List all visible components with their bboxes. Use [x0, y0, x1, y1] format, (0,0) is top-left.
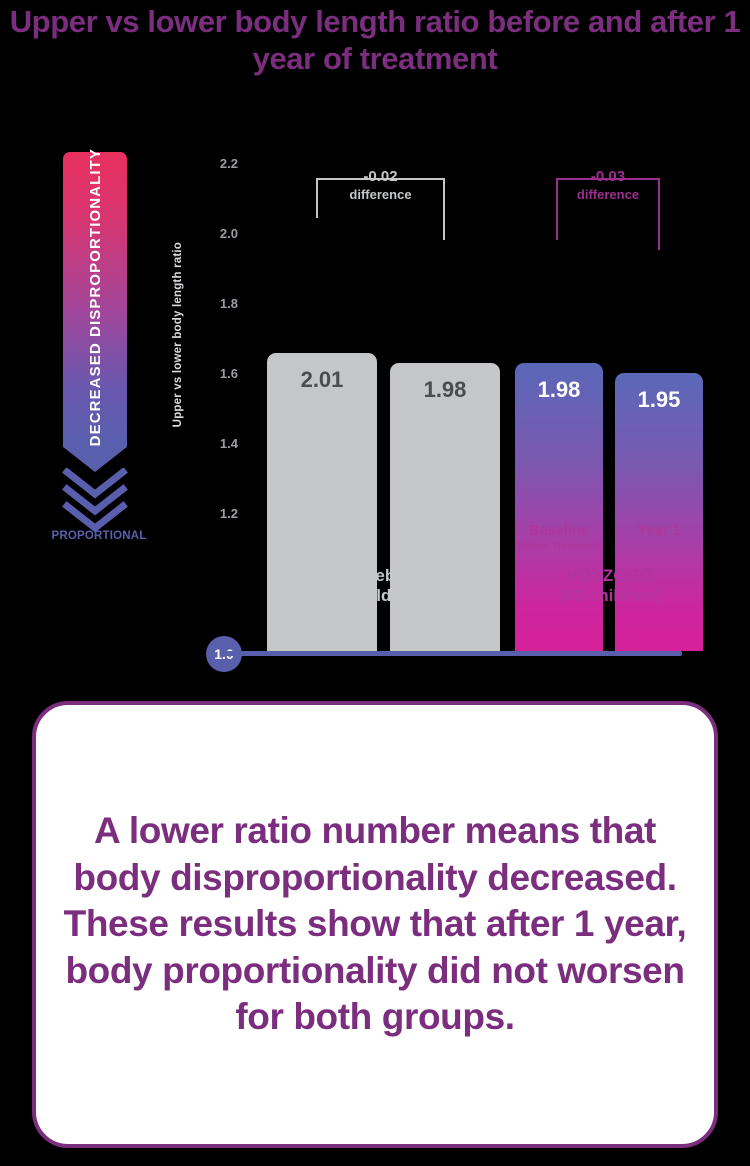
group-label-placebo: Placebo (51 children) — [258, 566, 488, 605]
bracket-top-line — [556, 178, 660, 180]
bar-voxzogo-baseline[interactable]: 1.98 — [515, 363, 603, 651]
bracket-left-tick — [316, 178, 318, 218]
y-tick-1-8: 1.8 — [219, 296, 238, 311]
group-name: VOXZOGO — [567, 566, 653, 585]
y-tick-1-4: 1.4 — [219, 436, 238, 451]
bar-value-label: 2.01 — [300, 367, 344, 392]
bar-placebo-year1[interactable]: 1.98 — [390, 363, 500, 651]
y-tick-2-0: 2.0 — [219, 226, 238, 241]
x-label-main: Year 1 — [637, 523, 681, 539]
group-label-voxzogo: VOXZOGO (60 children) — [495, 566, 725, 605]
difference-bracket-voxzogo: -0.03 difference — [556, 168, 660, 258]
group-participants: (60 children) — [559, 585, 661, 605]
arrow-body — [63, 152, 127, 442]
bracket-right-tick — [658, 178, 660, 250]
bars-layer: 2.01 1.98 1.98 1.95 — [0, 130, 750, 651]
bracket-top-line — [316, 178, 445, 180]
y-tick-1-6: 1.6 — [219, 366, 238, 381]
bracket-left-tick — [556, 178, 558, 240]
bar-placebo-baseline[interactable]: 2.01 — [267, 353, 377, 651]
proportional-label: PROPORTIONAL — [51, 530, 147, 542]
difference-caption: difference — [349, 187, 412, 202]
chevron-group — [55, 468, 135, 532]
x-label-placebo-year1: Year 1 — [370, 523, 520, 540]
disproportionality-arrow: DECREASED DISPROPORTIONALITY PROPORTIONA… — [51, 148, 146, 542]
bar-chart: DECREASED DISPROPORTIONALITY PROPORTIONA… — [0, 130, 750, 672]
chevron-down-icon — [62, 468, 128, 532]
bracket-right-tick — [443, 178, 445, 240]
page-title: Upper vs lower body length ratio before … — [9, 4, 741, 76]
x-label-placebo-baseline: Baseline (Before Treatment) — [247, 523, 397, 552]
bar-value-label: 1.98 — [537, 377, 581, 402]
x-label-voxzogo-baseline: Baseline (Before Treatment) — [484, 523, 634, 552]
group-participants: (51 children) — [322, 585, 424, 605]
x-label-sub: (Before Treatment) — [277, 540, 367, 552]
bar-value-label: 1.95 — [637, 387, 681, 412]
x-label-main: Baseline — [292, 523, 352, 539]
x-label-voxzogo-year1: Year 1 — [584, 523, 734, 540]
group-name: Placebo — [340, 566, 406, 585]
difference-value: -0.02 — [363, 168, 398, 185]
x-axis-line — [222, 651, 682, 656]
y-tick-2-2: 2.2 — [219, 156, 238, 171]
summary-callout: A lower ratio number means that body dis… — [32, 701, 718, 1148]
x-label-sub: (Before Treatment) — [514, 540, 604, 552]
bar-voxzogo-year1[interactable]: 1.95 — [615, 373, 703, 651]
x-label-main: Year 1 — [423, 523, 467, 539]
difference-bracket-placebo: -0.02 difference — [316, 168, 445, 258]
difference-value: -0.03 — [590, 168, 626, 185]
x-label-main: Baseline — [529, 523, 589, 539]
summary-callout-text: A lower ratio number means that body dis… — [63, 809, 687, 1038]
difference-caption: difference — [576, 187, 640, 202]
bar-value-label: 1.98 — [423, 377, 467, 402]
y-tick-1-2: 1.2 — [219, 506, 238, 521]
